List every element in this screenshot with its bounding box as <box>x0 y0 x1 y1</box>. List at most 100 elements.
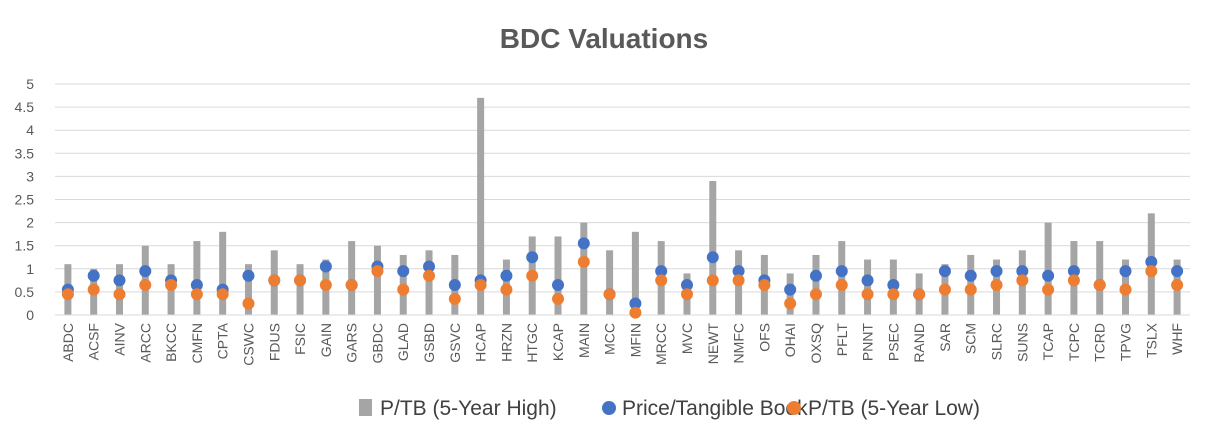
price-tangible-book-point <box>1119 265 1132 278</box>
high-bar <box>864 259 872 315</box>
low-point <box>887 288 900 301</box>
y-tick-label: 2 <box>26 215 34 231</box>
high-bar <box>606 250 614 315</box>
low-point <box>139 278 152 291</box>
x-tick-label: ACSF <box>86 323 102 360</box>
x-tick-label: TPVG <box>1118 323 1134 361</box>
high-bar <box>244 264 252 315</box>
low-point <box>113 288 126 301</box>
x-tick-label: RAND <box>911 323 927 363</box>
high-bar <box>838 241 846 315</box>
low-point <box>397 283 410 296</box>
price-tangible-book-point <box>1016 265 1029 278</box>
x-tick-label: MFIN <box>627 323 643 357</box>
price-tangible-book-point <box>732 265 745 278</box>
price-tangible-book-point <box>655 265 668 278</box>
x-tick-label: KCAP <box>550 323 566 361</box>
y-tick-label: 1.5 <box>15 238 35 254</box>
chart-title: BDC Valuations <box>500 23 708 54</box>
x-tick-label: SUNS <box>1014 323 1030 362</box>
x-tick-label: GAIN <box>318 323 334 357</box>
price-tangible-book-point <box>938 265 951 278</box>
x-tick-label: MVC <box>679 323 695 354</box>
x-tick-label: TCAP <box>1040 323 1056 360</box>
x-tick-label: SLRC <box>989 323 1005 360</box>
high-bar <box>425 250 433 315</box>
x-tick-label: ABDC <box>60 323 76 362</box>
price-tangible-book-point <box>397 265 410 278</box>
low-point <box>294 274 307 287</box>
high-bar <box>1044 222 1052 315</box>
gridlines <box>55 83 1190 293</box>
price-tangible-book-point <box>1171 265 1184 278</box>
x-tick-label: AINV <box>111 322 127 355</box>
low-point <box>319 278 332 291</box>
y-axis-tick-labels: 0 0.5 1 1.5 2 2.5 3 3.5 4 4.5 5 <box>15 76 35 323</box>
low-point <box>345 278 358 291</box>
low-point <box>784 297 797 310</box>
high-bar <box>1096 241 1104 315</box>
low-point <box>913 288 926 301</box>
x-tick-label: OXSQ <box>808 323 824 364</box>
price-tangible-book-point <box>706 251 719 264</box>
low-point <box>1119 283 1132 296</box>
x-tick-label: HCAP <box>473 323 489 362</box>
low-point <box>655 274 668 287</box>
low-point <box>732 274 745 287</box>
y-tick-label: 0.5 <box>15 284 35 300</box>
high-bar <box>812 254 820 315</box>
low-point <box>1145 265 1158 278</box>
price-tangible-book-point <box>319 260 332 273</box>
y-tick-label: 0 <box>26 307 34 323</box>
low-point <box>835 278 848 291</box>
x-tick-label: OHAI <box>782 323 798 357</box>
low-point <box>1067 274 1080 287</box>
low-point <box>809 288 822 301</box>
high-bar <box>193 241 201 315</box>
low-point <box>165 278 178 291</box>
x-tick-label: TCRD <box>1092 323 1108 362</box>
x-tick-label: ARCC <box>137 323 153 363</box>
low-point <box>371 265 384 278</box>
price-tangible-book-point <box>1067 265 1080 278</box>
price-tangible-book-point <box>526 251 539 264</box>
low-point <box>190 288 203 301</box>
low-point <box>938 283 951 296</box>
x-tick-label: PNNT <box>860 323 876 362</box>
low-point <box>448 292 461 305</box>
x-tick-label: FDUS <box>266 323 282 361</box>
y-tick-label: 2.5 <box>15 192 35 208</box>
x-tick-label: TSLX <box>1143 322 1159 358</box>
x-tick-label: WHF <box>1169 323 1185 355</box>
x-tick-label: TCPC <box>1066 323 1082 361</box>
low-point <box>1093 278 1106 291</box>
price-tangible-book-point <box>552 278 565 291</box>
y-tick-label: 4 <box>26 122 34 138</box>
x-tick-label: GSVC <box>447 323 463 363</box>
x-tick-label: MAIN <box>576 323 592 358</box>
low-point <box>216 288 229 301</box>
x-tick-label: SCM <box>963 323 979 354</box>
low-point <box>603 288 616 301</box>
price-tangible-book-point <box>680 278 693 291</box>
price-tangible-book-point <box>423 260 436 273</box>
high-bar <box>554 236 562 315</box>
price-tangible-book-point <box>87 269 100 282</box>
low-point <box>61 288 74 301</box>
high-bar <box>296 264 304 315</box>
x-tick-label: GLAD <box>395 323 411 361</box>
low-point <box>526 269 539 282</box>
x-tick-label: GSBD <box>421 323 437 363</box>
x-tick-label: OFS <box>756 323 772 352</box>
low-point <box>706 274 719 287</box>
y-tick-label: 3 <box>26 168 34 184</box>
legend-label-high: P/TB (5-Year High) <box>380 397 557 420</box>
low-point <box>577 255 590 268</box>
price-tangible-book-point <box>113 274 126 287</box>
low-point <box>1171 278 1184 291</box>
x-tick-label: BKCC <box>163 323 179 362</box>
x-tick-label: MCC <box>602 323 618 355</box>
high-bar <box>219 231 227 315</box>
high-bar <box>373 245 381 315</box>
